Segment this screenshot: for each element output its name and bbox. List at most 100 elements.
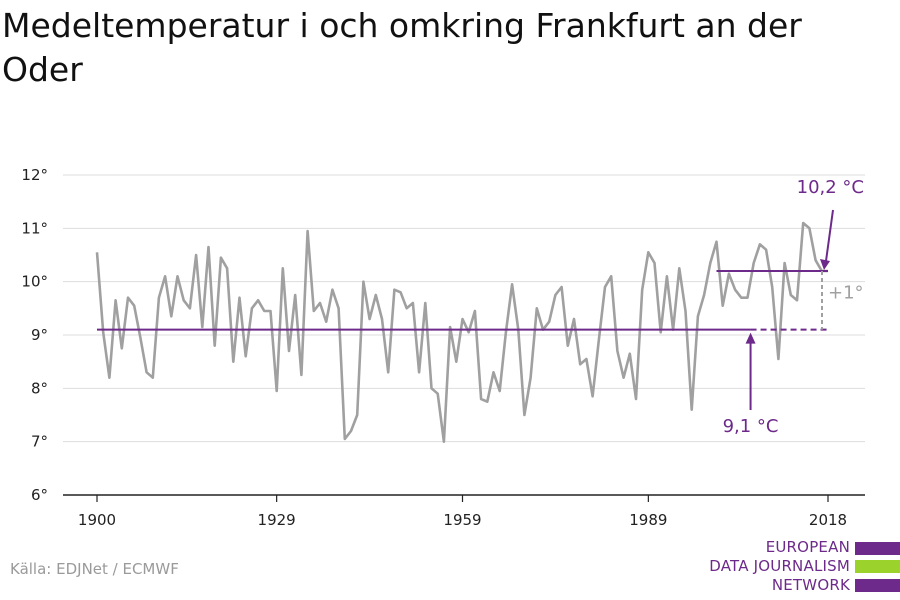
data-point	[406, 307, 408, 309]
data-point	[616, 350, 618, 352]
data-point	[579, 363, 581, 365]
recent-arrow-head	[820, 259, 830, 270]
data-point	[777, 358, 779, 360]
y-tick-label: 6°	[31, 486, 48, 504]
baseline-arrow-head	[745, 332, 756, 344]
data-point	[505, 331, 507, 333]
data-point	[288, 350, 290, 352]
data-point	[598, 339, 600, 341]
data-point	[622, 376, 624, 378]
data-point	[709, 262, 711, 264]
y-tick-label: 10°	[21, 273, 48, 291]
data-point	[350, 430, 352, 432]
data-point	[437, 392, 439, 394]
data-point	[449, 326, 451, 328]
data-point	[412, 302, 414, 304]
chart-title: Medeltemperatur i och omkring Frankfurt …	[2, 6, 802, 89]
data-point	[666, 275, 668, 277]
logo-line-network: NETWORK	[771, 576, 850, 594]
y-tick-label: 7°	[31, 433, 48, 451]
logo-line-european: EUROPEAN	[765, 538, 850, 556]
data-point	[560, 286, 562, 288]
data-point	[424, 302, 426, 304]
y-tick-label: 12°	[21, 166, 48, 184]
data-point	[641, 288, 643, 290]
data-point	[269, 310, 271, 312]
data-point	[765, 248, 767, 250]
data-point	[121, 347, 123, 349]
data-point	[486, 400, 488, 402]
data-point	[635, 398, 637, 400]
data-point	[387, 371, 389, 373]
data-point	[319, 302, 321, 304]
data-point	[554, 294, 556, 296]
data-point	[127, 296, 129, 298]
data-point	[232, 360, 234, 362]
data-point	[771, 286, 773, 288]
data-point	[480, 398, 482, 400]
data-point	[783, 262, 785, 264]
data-point	[814, 259, 816, 261]
data-point	[375, 294, 377, 296]
data-point	[133, 304, 135, 306]
data-point	[573, 318, 575, 320]
recent-arrow-shaft	[825, 209, 834, 262]
source-credit: Källa: EDJNet / ECMWF	[10, 560, 179, 578]
data-point	[790, 294, 792, 296]
logo-line-data-journalism: DATA JOURNALISM	[709, 557, 850, 575]
data-point	[170, 315, 172, 317]
delta-label: +1°	[828, 282, 864, 303]
data-point	[536, 307, 538, 309]
data-point	[108, 376, 110, 378]
data-point	[368, 318, 370, 320]
data-point	[152, 376, 154, 378]
data-point	[715, 240, 717, 242]
data-point	[189, 307, 191, 309]
data-point	[195, 254, 197, 256]
data-point	[257, 299, 259, 301]
data-point	[158, 296, 160, 298]
temperature-series-line	[95, 221, 828, 444]
data-point	[721, 304, 723, 306]
data-point	[381, 318, 383, 320]
x-tick-label: 1900	[78, 511, 116, 529]
data-point	[684, 310, 686, 312]
data-point	[461, 318, 463, 320]
data-point	[523, 414, 525, 416]
data-point	[325, 320, 327, 322]
data-point	[567, 344, 569, 346]
data-point	[226, 267, 228, 269]
data-point	[356, 414, 358, 416]
y-tick-label: 8°	[31, 379, 48, 397]
data-point	[703, 294, 705, 296]
data-point	[96, 251, 98, 253]
logo-bar-purple-top	[855, 542, 900, 555]
data-point	[139, 336, 141, 338]
data-point	[660, 331, 662, 333]
data-point	[344, 438, 346, 440]
data-point	[802, 222, 804, 224]
x-tick-label: 1959	[443, 511, 481, 529]
data-point	[629, 352, 631, 354]
data-point	[796, 299, 798, 301]
data-point	[759, 243, 761, 245]
data-point	[145, 371, 147, 373]
data-point	[678, 267, 680, 269]
logo-bar-green	[855, 560, 900, 573]
data-point	[492, 371, 494, 373]
logo-bar-purple-bottom	[855, 579, 900, 592]
data-point	[746, 296, 748, 298]
data-point	[220, 256, 222, 258]
data-point	[263, 310, 265, 312]
data-point	[548, 320, 550, 322]
data-point	[306, 230, 308, 232]
data-point	[808, 227, 810, 229]
data-point	[251, 307, 253, 309]
data-point	[734, 288, 736, 290]
x-tick-label: 2018	[809, 511, 847, 529]
data-point	[102, 331, 104, 333]
data-point	[752, 262, 754, 264]
data-point	[529, 376, 531, 378]
data-point	[331, 288, 333, 290]
